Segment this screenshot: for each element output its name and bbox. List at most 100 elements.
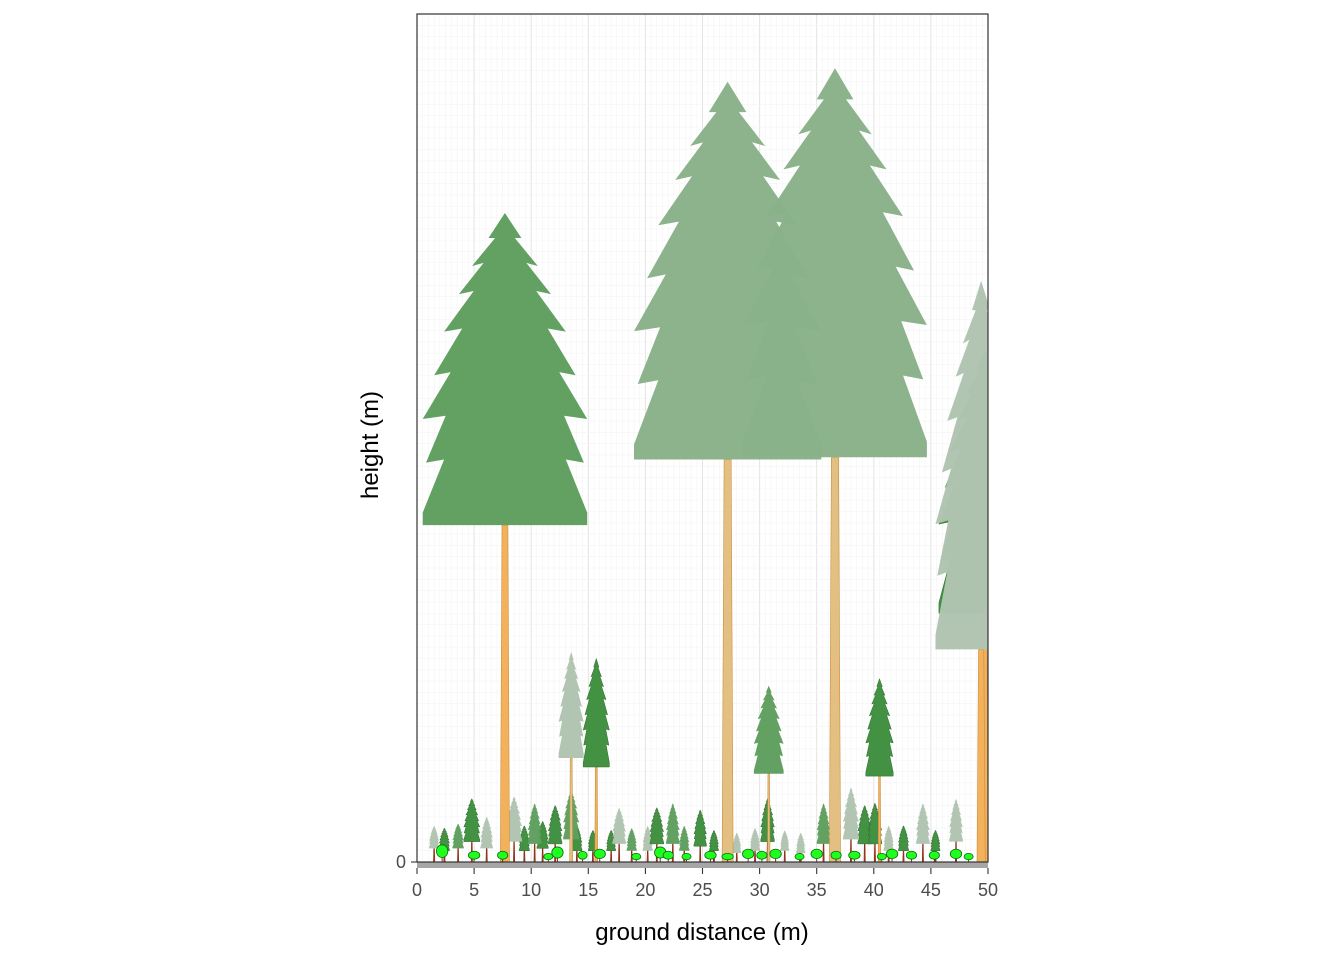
tree — [518, 825, 530, 862]
tree-crown — [749, 828, 761, 851]
seedling-crown — [631, 853, 642, 861]
tree — [897, 825, 910, 862]
y-tick-label: 0 — [396, 852, 406, 872]
seedling — [810, 848, 823, 862]
tree — [857, 804, 872, 862]
tree-trunk — [976, 649, 986, 862]
tree — [935, 280, 988, 862]
tree — [743, 68, 927, 862]
tree-crown — [916, 803, 930, 844]
tree-crown — [883, 825, 894, 851]
seedling-crown — [949, 848, 963, 860]
seedling-crown — [905, 850, 918, 860]
tree-trunk — [863, 843, 866, 862]
seedling — [681, 853, 692, 862]
tree-trunk — [721, 459, 734, 862]
seedling-crown — [810, 848, 823, 860]
tree-crown — [753, 685, 784, 774]
x-tick-label: 15 — [578, 880, 598, 900]
seedling-crown — [830, 850, 842, 860]
tree-trunk — [735, 852, 738, 862]
seedling-crown — [467, 850, 481, 860]
seedling-crown — [742, 848, 755, 860]
tree — [693, 809, 707, 862]
tree-crown — [422, 213, 588, 526]
x-tick-label: 35 — [807, 880, 827, 900]
seedling-crown — [497, 850, 509, 860]
tree-trunk — [699, 845, 702, 862]
seedling-crown — [436, 844, 449, 858]
tree-trunk — [594, 766, 599, 862]
tree-trunk — [921, 843, 924, 862]
x-axis-title: ground distance (m) — [595, 919, 808, 946]
y-axis-title: height (m) — [357, 391, 384, 499]
tree-crown — [949, 798, 963, 842]
seedling — [794, 853, 805, 862]
tree-trunk — [433, 848, 436, 862]
tree — [480, 816, 493, 862]
tree — [506, 796, 523, 862]
seedling — [963, 853, 974, 862]
ground-bar — [417, 862, 988, 868]
tree — [642, 825, 653, 862]
tree-crown — [518, 825, 530, 851]
tree-layer — [422, 68, 988, 862]
seedling-crown — [577, 850, 588, 860]
tree-crown — [679, 825, 690, 851]
x-tick-label: 20 — [635, 880, 655, 900]
x-tick-label: 0 — [412, 880, 422, 900]
tree-trunk — [591, 850, 594, 862]
seedling — [704, 850, 717, 862]
seedling — [848, 850, 861, 862]
seedling-crown — [704, 850, 717, 860]
seedling — [928, 850, 940, 862]
tree-crown — [463, 798, 481, 842]
x-tick-label: 5 — [469, 880, 479, 900]
tree-trunk — [485, 848, 488, 862]
seedling-crown — [593, 848, 606, 860]
tree-crown — [527, 803, 542, 844]
seedling-crown — [769, 848, 782, 860]
seedling-crown — [662, 850, 674, 860]
x-tick-label: 10 — [521, 880, 541, 900]
axes: 0 5 10 15 20 25 30 35 40 45 50 0 — [396, 852, 998, 900]
tree-trunk — [877, 775, 882, 862]
tree — [816, 803, 831, 862]
seedling — [742, 848, 755, 862]
tree — [843, 787, 859, 862]
tree-crown — [649, 807, 665, 845]
seedling — [876, 853, 887, 862]
tree-trunk — [646, 850, 649, 862]
tree-trunk — [783, 850, 786, 862]
x-tick-label: 40 — [864, 880, 884, 900]
seedling-crown — [963, 853, 974, 861]
tree-trunk — [513, 841, 516, 862]
tree-crown — [930, 829, 941, 851]
seedling-crown — [848, 850, 861, 860]
tree — [732, 832, 742, 862]
tree-crown — [816, 803, 831, 844]
tree — [582, 657, 610, 862]
tree-trunk — [533, 843, 536, 862]
seedling-crown — [794, 853, 805, 861]
tree-trunk — [500, 524, 510, 862]
seedling — [467, 850, 481, 862]
tree-crown — [452, 823, 464, 849]
tree-crown — [547, 804, 563, 845]
tree-crown — [857, 804, 872, 845]
x-tick-label: 50 — [978, 880, 998, 900]
seedling — [756, 850, 768, 862]
seedling — [721, 853, 734, 862]
tree — [452, 823, 464, 862]
seedling-crown — [721, 853, 734, 861]
tree-crown — [506, 796, 523, 842]
seedling — [577, 850, 588, 862]
x-tick-label: 30 — [750, 880, 770, 900]
tree-trunk — [902, 850, 905, 862]
tree-trunk — [457, 848, 460, 862]
seedling — [436, 844, 449, 862]
tree — [429, 825, 440, 862]
tree-trunk — [618, 843, 621, 862]
tree-trunk — [541, 848, 544, 862]
